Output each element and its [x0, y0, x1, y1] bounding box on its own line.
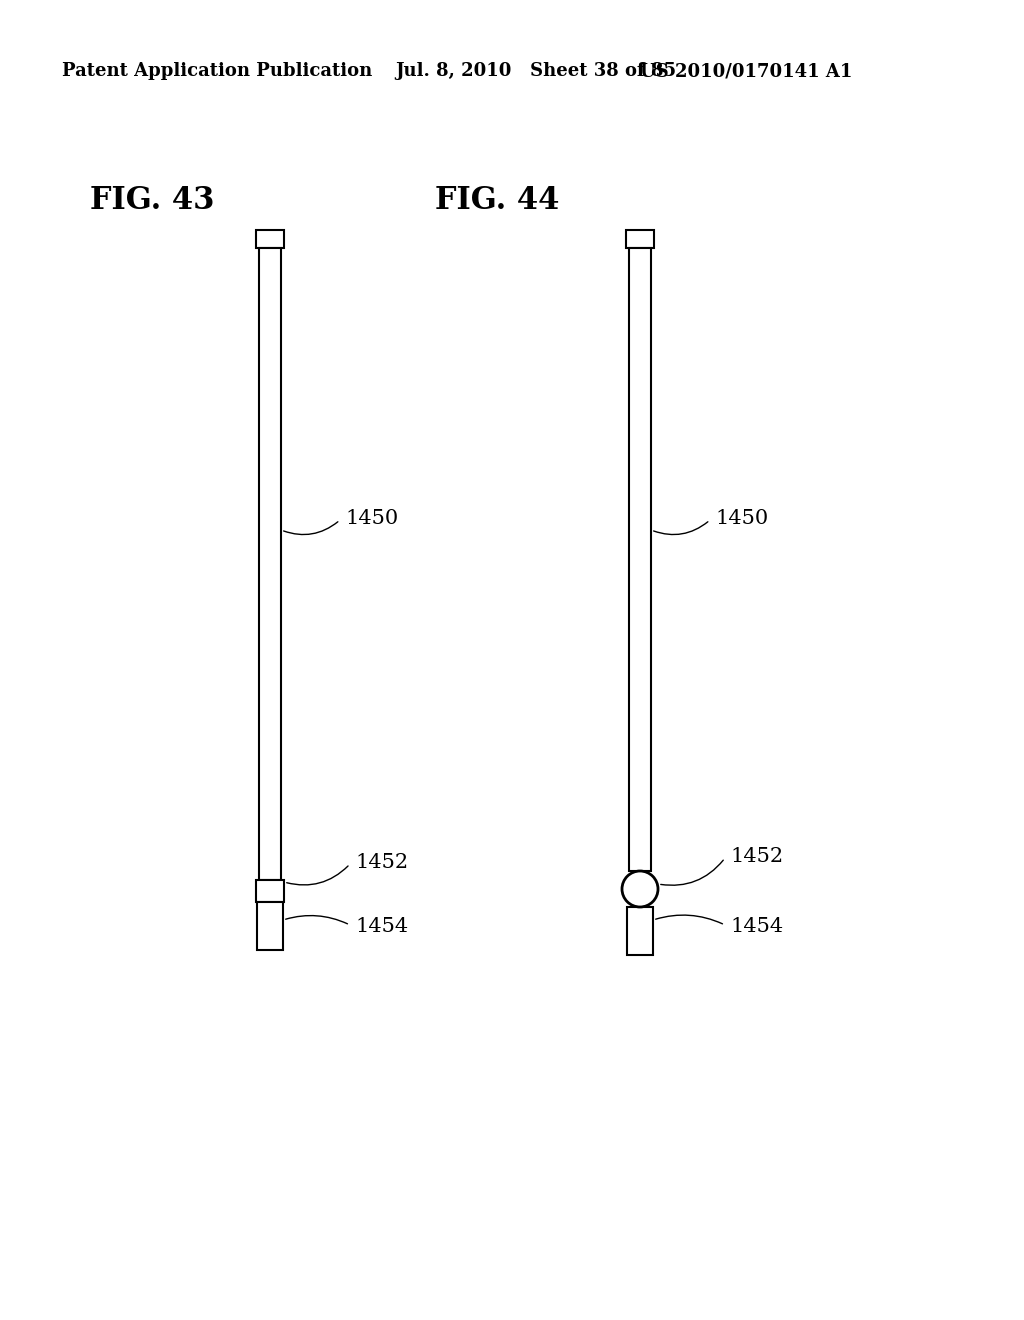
- Bar: [257, 902, 283, 950]
- Text: Patent Application Publication: Patent Application Publication: [62, 62, 373, 81]
- Text: Jul. 8, 2010   Sheet 38 of 85: Jul. 8, 2010 Sheet 38 of 85: [395, 62, 676, 81]
- Text: 1452: 1452: [730, 846, 783, 866]
- Circle shape: [622, 871, 658, 907]
- Text: FIG. 43: FIG. 43: [90, 185, 214, 216]
- Bar: [256, 880, 284, 902]
- Bar: [627, 907, 653, 954]
- Bar: [626, 230, 654, 248]
- Bar: [629, 248, 651, 871]
- Text: 1454: 1454: [355, 917, 409, 936]
- Bar: [259, 248, 281, 880]
- Text: US 2010/0170141 A1: US 2010/0170141 A1: [640, 62, 852, 81]
- Text: FIG. 44: FIG. 44: [435, 185, 559, 216]
- Text: 1454: 1454: [730, 917, 783, 936]
- Bar: [256, 230, 284, 248]
- Text: 1450: 1450: [345, 508, 398, 528]
- Text: 1450: 1450: [715, 508, 768, 528]
- Text: 1452: 1452: [355, 853, 409, 871]
